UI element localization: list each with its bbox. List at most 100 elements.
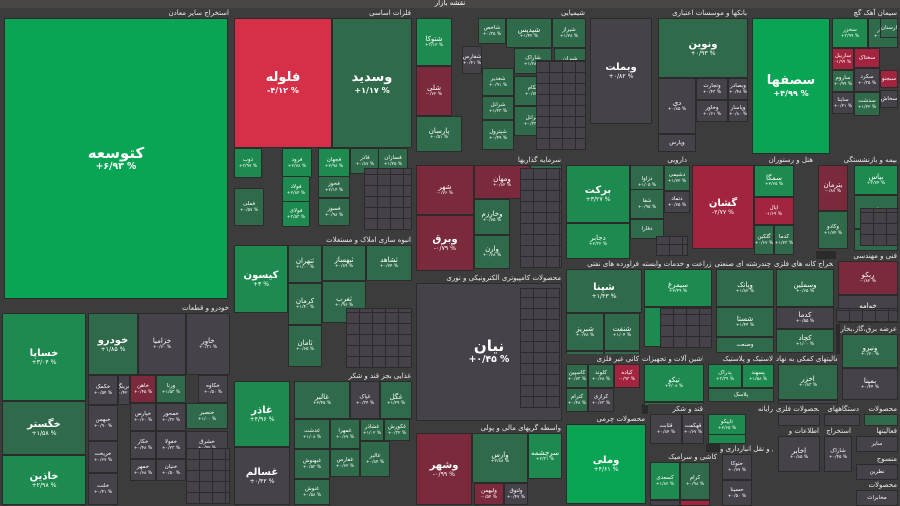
stock-tile[interactable]: پدراک +۳/۳۹ % bbox=[708, 364, 742, 388]
stock-tile[interactable]: شغدیر +۰/۹۱ % bbox=[482, 68, 514, 96]
stock-tile[interactable]: شپنا +۱/۴۳ % bbox=[566, 269, 642, 313]
stock-tile[interactable]: خاهن +۰/۴۵ % bbox=[130, 375, 156, 403]
stock-tile[interactable]: وپاسار +۰/۸۰ % bbox=[728, 100, 748, 122]
stock-tile[interactable]: شهر -۰/۷۶ % bbox=[416, 165, 474, 215]
stock-tile[interactable]: غالبر +۲/۴۵ % bbox=[294, 381, 350, 419]
stock-tile[interactable]: خرینگ+۰/۴۲ % bbox=[118, 375, 130, 405]
stock-tile[interactable]: شاراک +۰/۴۵ % bbox=[824, 436, 852, 472]
stock-tile[interactable]: شتوکا +۳/۱۲ % bbox=[416, 18, 452, 66]
stock-tile[interactable]: غفارس +۰/۶۲ % bbox=[330, 449, 360, 477]
stock-tile[interactable]: غکورش +۰/۳۲ % bbox=[384, 419, 410, 441]
stock-tile[interactable]: شلی -۰/۷۲ % bbox=[416, 66, 452, 116]
stock-tile[interactable]: وشهر -۰/۹۹ % bbox=[416, 433, 472, 505]
stock-tile[interactable]: ارسنان bbox=[880, 18, 898, 38]
stock-tile[interactable]: وسدید +۱/۱۷ % bbox=[332, 18, 412, 148]
stock-tile[interactable]: شفا +۰/۹۵ % bbox=[630, 189, 664, 219]
stock-tile[interactable]: وسملین +۰/۶۵ % bbox=[776, 269, 834, 307]
stock-tile[interactable]: فملی +۰/۵۷ % bbox=[234, 188, 264, 226]
stock-tile[interactable]: بمپنا +۰/۴۴ % bbox=[842, 368, 898, 400]
stock-tile[interactable]: حسینا +۰/۵۰ % bbox=[722, 480, 752, 506]
stock-tile[interactable] bbox=[680, 500, 710, 506]
stock-tile[interactable]: فسوز +۰/۹۸ % bbox=[318, 198, 350, 226]
stock-tile[interactable]: شاخص +۰/۳۵ % bbox=[478, 18, 506, 44]
stock-tile[interactable]: ولتوق +۰/۴۷ % bbox=[504, 483, 528, 505]
stock-tile[interactable]: شپترول +۰/۴۹ % bbox=[482, 120, 514, 150]
stock-tile[interactable]: خلنت +۰/۴۱ % bbox=[88, 473, 118, 505]
stock-tile[interactable]: غبهنوش +۰/۵۳ % bbox=[294, 449, 330, 479]
stock-tile[interactable] bbox=[824, 414, 860, 426]
stock-tile[interactable]: کدما +۱/۲۳ % bbox=[774, 225, 794, 255]
stock-tile[interactable]: وپارس bbox=[658, 134, 696, 152]
stock-tile[interactable]: فولاد +۲/۸۴ % bbox=[282, 176, 310, 204]
stock-tile[interactable]: کرمان +۱/۴۰ % bbox=[288, 283, 322, 325]
stock-tile[interactable]: ولیهمن -۰/۵۴ % bbox=[474, 483, 504, 505]
stock-tile[interactable]: اخزر +۰/۸۳ % bbox=[778, 364, 838, 400]
stock-tile[interactable]: ثتهران +۱/۰۰ % bbox=[288, 245, 322, 283]
stock-tile[interactable]: برکت +۳/۲۷ % bbox=[566, 165, 630, 223]
stock-tile[interactable]: خریخت +۰/۶۷ % bbox=[88, 441, 118, 473]
stock-tile[interactable]: دفارا bbox=[630, 219, 664, 239]
stock-tile[interactable]: بترمان -۰/۸۷ % bbox=[818, 165, 848, 211]
stock-tile[interactable]: غالبر +۰/۸۴ % bbox=[360, 441, 390, 477]
stock-tile[interactable]: فرود +۲/۷۸ % bbox=[282, 148, 312, 178]
stock-tile[interactable]: کچاد +۱/۰۰ % bbox=[776, 329, 834, 353]
stock-tile[interactable]: سدشت +۱/۲۲ % bbox=[854, 92, 880, 116]
stock-tile[interactable]: وملی +۴/۶۱ % bbox=[566, 424, 646, 504]
stock-tile[interactable]: پسهند +۱/۵۸ % bbox=[742, 364, 774, 388]
stock-tile[interactable]: غگل +۱/۲۹ % bbox=[380, 381, 412, 419]
stock-tile[interactable]: نطرین bbox=[856, 464, 898, 480]
stock-tile[interactable]: دتماد +۰/۷۵ % bbox=[664, 191, 690, 213]
stock-tile[interactable]: گشان -۲/۷۷ % bbox=[692, 165, 754, 249]
stock-tile[interactable]: خکار +۰/۴۸ % bbox=[130, 431, 156, 459]
stock-tile[interactable]: خگستر +۱/۵۸ % bbox=[2, 401, 86, 455]
stock-tile[interactable]: شنفت +۱/۰۴ % bbox=[604, 313, 640, 351]
stock-tile[interactable]: ثبهساز +۰/۸۹ % bbox=[322, 245, 366, 281]
stock-tile[interactable]: پارسان +۰/۵۱ % bbox=[416, 116, 462, 152]
stock-tile[interactable] bbox=[708, 434, 746, 444]
stock-tile[interactable]: وبصادر +۰/۴۸ % bbox=[728, 78, 748, 100]
stock-tile[interactable]: غسالم +۰/۴۲ % bbox=[234, 447, 290, 505]
stock-tile[interactable]: تیکو +۲/۰۸ % bbox=[644, 364, 704, 402]
stock-tile[interactable]: شفارس +۰/۴۱ % bbox=[462, 46, 482, 74]
stock-tile[interactable]: ثامان +۰/۶۵ % bbox=[288, 325, 322, 367]
stock-tile[interactable]: وصنعت bbox=[716, 337, 774, 353]
stock-tile[interactable]: غمهرا +۰/۶۷ % bbox=[330, 419, 360, 449]
stock-tile[interactable]: شستا +۱/۴۴ % bbox=[716, 307, 774, 337]
stock-tile[interactable]: سمگا +۲/۶۵ % bbox=[754, 165, 794, 197]
stock-tile[interactable]: دشیمی +۱/۷۲ % bbox=[664, 165, 690, 191]
stock-tile[interactable]: کیسون +۳ % bbox=[234, 245, 288, 313]
stock-tile[interactable]: غاذر +۴/۹۶ % bbox=[234, 381, 290, 447]
stock-tile[interactable]: پلاسک bbox=[708, 388, 774, 402]
stock-tile[interactable]: ونوین +۰/۹۳ % bbox=[658, 18, 748, 78]
stock-tile[interactable]: تاپیکو +۲/۶۵ % bbox=[708, 414, 746, 436]
stock-tile[interactable]: کترام +۰/۴۸ % bbox=[566, 388, 588, 412]
stock-tile[interactable]: سختاک bbox=[854, 48, 880, 68]
stock-tile[interactable]: خاور +۰/۳۱ % bbox=[186, 313, 230, 375]
stock-tile[interactable]: ساینا +۰/۲۱ % bbox=[832, 92, 854, 114]
stock-tile[interactable] bbox=[778, 400, 838, 404]
stock-tile[interactable]: ذوب +۳/۹۷ % bbox=[234, 148, 262, 178]
stock-tile[interactable]: حتوکا +۰/۷۷ % bbox=[722, 454, 752, 480]
stock-tile[interactable]: فلوله -۴/۱۲ % bbox=[234, 18, 332, 148]
stock-tile[interactable]: وبملت +۰/۸۲ % bbox=[590, 18, 652, 124]
stock-tile[interactable]: فجهان +۲/۹۸ % bbox=[318, 148, 350, 178]
stock-tile[interactable]: بپاس +۳/۷۴ % bbox=[854, 165, 898, 195]
stock-tile[interactable]: خپارس +۰/۶۰ % bbox=[130, 403, 156, 431]
stock-tile[interactable]: سخاش bbox=[880, 90, 898, 108]
stock-tile[interactable]: کتوسعه +۶/۹۳ % bbox=[4, 18, 228, 299]
stock-tile[interactable]: سبجنو bbox=[880, 70, 898, 88]
stock-tile[interactable]: وارس +۲/۸۸ % bbox=[472, 433, 528, 483]
stock-tile[interactable]: کدما +۰/۵۵ % bbox=[776, 307, 834, 329]
stock-tile[interactable]: دجابر +۲/۳۲ % bbox=[566, 223, 630, 259]
stock-tile[interactable]: خنیان +۰/۵۰ % bbox=[156, 459, 186, 481]
stock-tile[interactable]: وخارزم +۰/۷۵ % bbox=[474, 199, 510, 235]
stock-tile[interactable]: ساروم +۰/۹۹ % bbox=[832, 70, 854, 92]
stock-tile[interactable]: شبریز +۰/۷۸ % bbox=[566, 313, 604, 351]
stock-tile[interactable]: خساپا +۳/۰۴ % bbox=[2, 313, 86, 401]
stock-tile[interactable]: خمهر +۰/۶۸ % bbox=[130, 459, 156, 481]
stock-tile[interactable]: سصفها +۴/۹۹ % bbox=[752, 18, 830, 154]
stock-tile[interactable] bbox=[778, 414, 820, 426]
stock-tile[interactable]: وخاور +۰/۶۱ % bbox=[696, 100, 728, 122]
stock-tile[interactable]: مخابرات bbox=[856, 490, 898, 506]
stock-tile[interactable]: شپدیس +۱/۴۲ % bbox=[506, 18, 552, 48]
